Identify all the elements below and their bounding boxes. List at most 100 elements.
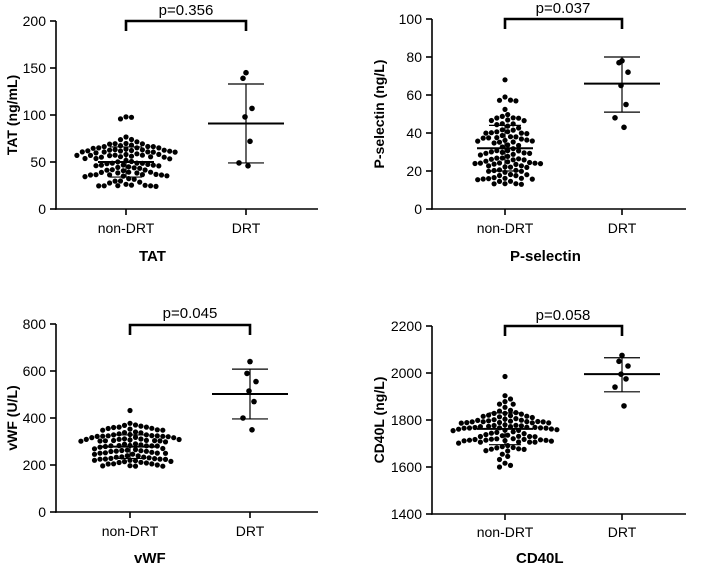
data-point bbox=[96, 145, 102, 151]
y-tick-label: 60 bbox=[406, 87, 422, 103]
data-point bbox=[108, 448, 114, 455]
data-point bbox=[491, 140, 497, 146]
data-point bbox=[156, 163, 162, 169]
data-point bbox=[507, 418, 514, 424]
data-point bbox=[128, 182, 135, 188]
data-point bbox=[502, 399, 508, 405]
mean-sd-bars bbox=[477, 56, 660, 172]
data-point bbox=[516, 125, 522, 131]
data-point bbox=[117, 137, 124, 143]
data-point bbox=[87, 152, 94, 158]
data-point bbox=[121, 459, 128, 465]
significance-bracket bbox=[503, 17, 624, 29]
data-point bbox=[98, 154, 104, 160]
data-point bbox=[105, 433, 111, 439]
data-point bbox=[139, 147, 145, 153]
data-point bbox=[486, 163, 492, 169]
x-tick-label-non-drt: non-DRT bbox=[477, 524, 534, 540]
data-point bbox=[115, 164, 121, 170]
data-point bbox=[505, 123, 511, 129]
data-point bbox=[124, 453, 130, 459]
data-point bbox=[496, 172, 503, 179]
axes bbox=[431, 326, 686, 520]
data-point bbox=[458, 420, 464, 426]
y-tick-label: 400 bbox=[23, 410, 47, 426]
data-point bbox=[510, 127, 516, 133]
data-point bbox=[154, 427, 160, 433]
data-point bbox=[518, 136, 525, 142]
data-point bbox=[516, 433, 522, 439]
data-point bbox=[494, 445, 500, 451]
data-point bbox=[117, 178, 124, 184]
y-ticks: 0 50 100 150 200 bbox=[23, 13, 56, 217]
data-point bbox=[480, 413, 486, 419]
data-point bbox=[127, 407, 133, 414]
y-tick-label: 200 bbox=[23, 457, 47, 473]
data-point bbox=[507, 171, 514, 178]
data-point bbox=[91, 446, 98, 452]
data-point bbox=[524, 419, 530, 425]
data-point bbox=[532, 424, 538, 430]
data-point bbox=[176, 436, 182, 443]
data-point bbox=[146, 455, 152, 461]
data-point bbox=[145, 149, 151, 155]
data-point bbox=[121, 441, 128, 447]
data-point bbox=[78, 438, 84, 444]
chart-title: P-selectin bbox=[510, 248, 581, 265]
data-point bbox=[625, 363, 631, 369]
data-point bbox=[475, 177, 481, 183]
data-point bbox=[90, 145, 96, 151]
data-point bbox=[91, 457, 98, 463]
data-point bbox=[156, 145, 162, 151]
data-point bbox=[107, 147, 113, 153]
data-point bbox=[165, 434, 171, 440]
data-point bbox=[167, 156, 173, 162]
data-point bbox=[143, 424, 149, 430]
data-point bbox=[477, 160, 483, 166]
data-point bbox=[117, 116, 124, 122]
data-point bbox=[516, 439, 522, 445]
data-point bbox=[87, 172, 94, 178]
data-point bbox=[518, 175, 525, 181]
data-point bbox=[148, 154, 154, 160]
data-point bbox=[102, 438, 108, 444]
data-point bbox=[111, 461, 117, 467]
data-point bbox=[488, 430, 494, 436]
data-point bbox=[510, 139, 516, 145]
data-point bbox=[97, 444, 103, 450]
y-tick-label: 200 bbox=[23, 13, 47, 29]
p-value-label: p=0.356 bbox=[159, 2, 214, 19]
data-point bbox=[532, 434, 538, 440]
y-tick-label: 2000 bbox=[391, 365, 422, 381]
y-tick-label: 0 bbox=[38, 504, 46, 520]
data-point bbox=[111, 437, 117, 444]
data-point bbox=[527, 159, 533, 166]
y-tick-label: 2200 bbox=[391, 318, 422, 334]
data-point bbox=[483, 437, 489, 443]
data-point bbox=[456, 426, 462, 432]
data-point bbox=[116, 431, 122, 437]
data-point bbox=[172, 149, 178, 155]
data-point bbox=[105, 425, 111, 432]
data-point bbox=[134, 145, 140, 151]
data-point bbox=[93, 172, 99, 178]
data-point bbox=[516, 446, 522, 452]
data-point bbox=[154, 433, 160, 439]
data-point bbox=[132, 429, 139, 435]
y-tick-label: 100 bbox=[399, 11, 423, 27]
data-point bbox=[510, 115, 516, 121]
data-point bbox=[486, 418, 492, 424]
data-point bbox=[161, 147, 167, 153]
data-point bbox=[505, 153, 511, 159]
data-point bbox=[150, 144, 156, 150]
chart-title: TAT bbox=[139, 248, 166, 265]
data-point bbox=[107, 172, 113, 178]
data-point bbox=[469, 419, 475, 425]
data-point bbox=[496, 178, 503, 184]
data-point bbox=[153, 171, 159, 177]
data-point bbox=[121, 422, 128, 428]
data-point bbox=[171, 435, 177, 441]
y-axis-label: P-selectin (ng/L) bbox=[371, 60, 387, 169]
data-point bbox=[505, 148, 511, 154]
